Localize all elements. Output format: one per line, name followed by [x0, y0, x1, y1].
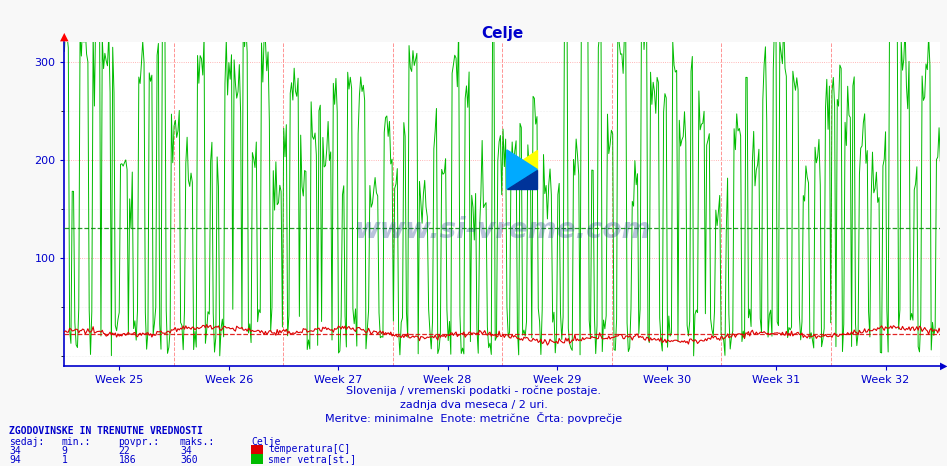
- Text: min.:: min.:: [62, 437, 91, 446]
- Text: Meritve: minimalne  Enote: metrične  Črta: povprečje: Meritve: minimalne Enote: metrične Črta:…: [325, 412, 622, 424]
- Text: ▶: ▶: [940, 361, 947, 371]
- Text: 94: 94: [9, 455, 21, 465]
- Text: 22: 22: [118, 446, 130, 456]
- Text: maks.:: maks.:: [180, 437, 215, 446]
- Text: 360: 360: [180, 455, 198, 465]
- Text: zadnja dva meseca / 2 uri.: zadnja dva meseca / 2 uri.: [400, 400, 547, 410]
- Text: smer vetra[st.]: smer vetra[st.]: [268, 454, 356, 464]
- Text: ZGODOVINSKE IN TRENUTNE VREDNOSTI: ZGODOVINSKE IN TRENUTNE VREDNOSTI: [9, 426, 204, 436]
- Text: 1: 1: [62, 455, 67, 465]
- Polygon shape: [507, 170, 538, 189]
- Text: Celje: Celje: [251, 437, 280, 446]
- Text: ▲: ▲: [61, 32, 68, 42]
- Text: 34: 34: [180, 446, 191, 456]
- Polygon shape: [507, 150, 538, 189]
- Polygon shape: [507, 150, 538, 170]
- Text: temperatura[C]: temperatura[C]: [268, 445, 350, 454]
- Text: sedaj:: sedaj:: [9, 437, 45, 446]
- Text: www.si-vreme.com: www.si-vreme.com: [354, 216, 651, 244]
- Text: Slovenija / vremenski podatki - ročne postaje.: Slovenija / vremenski podatki - ročne po…: [346, 385, 601, 396]
- Text: 186: 186: [118, 455, 136, 465]
- Text: 34: 34: [9, 446, 21, 456]
- Text: povpr.:: povpr.:: [118, 437, 159, 446]
- Title: Celje: Celje: [481, 26, 524, 41]
- Text: 9: 9: [62, 446, 67, 456]
